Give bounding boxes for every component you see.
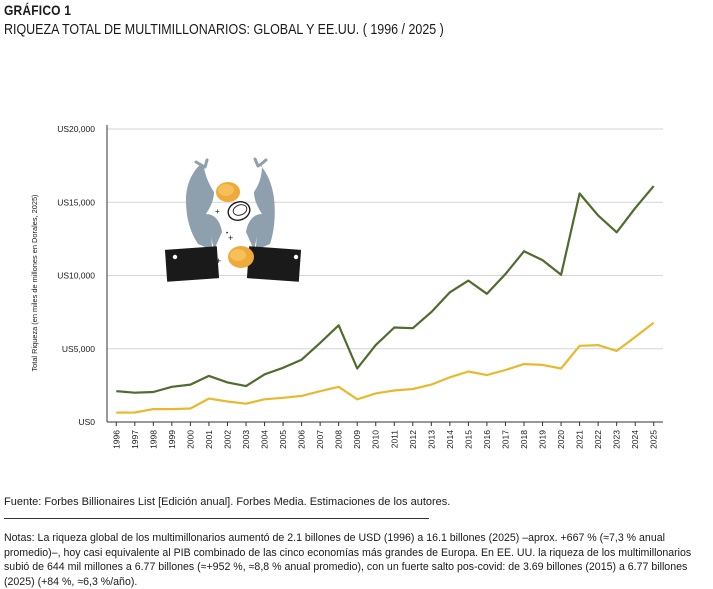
- chart-title-label: GRÁFICO 1: [4, 2, 72, 18]
- x-tick-label: 2025: [649, 430, 659, 449]
- y-tick-label: US5,000: [62, 344, 95, 354]
- x-tick-label: 2006: [297, 430, 307, 449]
- x-tick-label: 2005: [278, 430, 288, 449]
- x-tick-label: 2008: [334, 430, 344, 449]
- left-hand-icon: [164, 158, 222, 282]
- x-tick-label: 2003: [241, 430, 251, 449]
- svg-text:•: •: [226, 231, 228, 237]
- coin-icon: [227, 201, 251, 221]
- x-tick-label: 2024: [630, 430, 640, 449]
- x-tick-label: 1996: [111, 430, 121, 449]
- series-line-ee-uu: [116, 321, 655, 414]
- x-tick-label: 2015: [463, 430, 473, 449]
- svg-text:+: +: [215, 207, 220, 216]
- x-tick-label: 2002: [222, 430, 232, 449]
- y-tick-label: US0: [78, 417, 95, 427]
- x-tick-label: 2021: [575, 430, 585, 449]
- svg-text:+: +: [228, 233, 233, 243]
- x-tick-label: 2013: [426, 430, 436, 449]
- source-note: Fuente: Forbes Billionaires List [Edició…: [4, 496, 451, 508]
- x-tick-label: 2019: [538, 430, 548, 449]
- x-tick-label: 2009: [352, 430, 362, 449]
- svg-text:+: +: [216, 256, 221, 266]
- x-tick-label: 2020: [556, 430, 566, 449]
- chart-subtitle: RIQUEZA TOTAL DE MULTIMILLONARIOS: GLOBA…: [4, 22, 444, 38]
- y-tick-label: US10,000: [57, 271, 95, 281]
- x-tick-label: 2001: [204, 430, 214, 449]
- hands-with-coins-illustration: + • + +: [164, 157, 302, 282]
- x-tick-label: 2017: [500, 430, 510, 449]
- x-tick-label: 2007: [315, 430, 325, 449]
- x-tick-label: 2012: [408, 430, 418, 449]
- x-tick-label: 2010: [371, 430, 381, 449]
- notes-text: Notas: La riqueza global de los multimil…: [4, 532, 692, 588]
- divider: [4, 518, 429, 519]
- series-line-global: [116, 185, 655, 394]
- y-tick-label: US15,000: [57, 197, 95, 207]
- right-hand-icon: [246, 157, 302, 282]
- y-axis-ticks: US0 US5,000 US10,000 US15,000 US20,000: [57, 124, 95, 427]
- x-tick-label: 1999: [167, 430, 177, 449]
- x-tick-label: 2022: [593, 430, 603, 449]
- x-axis-ticks: 1996 1997 1998 1999 2000 2001 2002 2003 2004 2005…: [111, 422, 659, 449]
- y-axis-label: Total Riqueza (en miles de millones en D…: [30, 194, 39, 371]
- x-tick-label: 2014: [445, 430, 455, 449]
- y-tick-label: US20,000: [57, 124, 95, 134]
- x-tick-label: 2004: [260, 430, 270, 449]
- x-tick-label: 1997: [130, 430, 140, 449]
- x-tick-label: 1998: [148, 430, 158, 449]
- x-tick-label: 2023: [612, 430, 622, 449]
- x-tick-label: 2000: [185, 430, 195, 449]
- series-lines: [116, 185, 655, 414]
- x-tick-label: 2018: [519, 430, 529, 449]
- x-tick-label: 2011: [389, 430, 399, 449]
- x-tick-label: 2016: [482, 430, 492, 449]
